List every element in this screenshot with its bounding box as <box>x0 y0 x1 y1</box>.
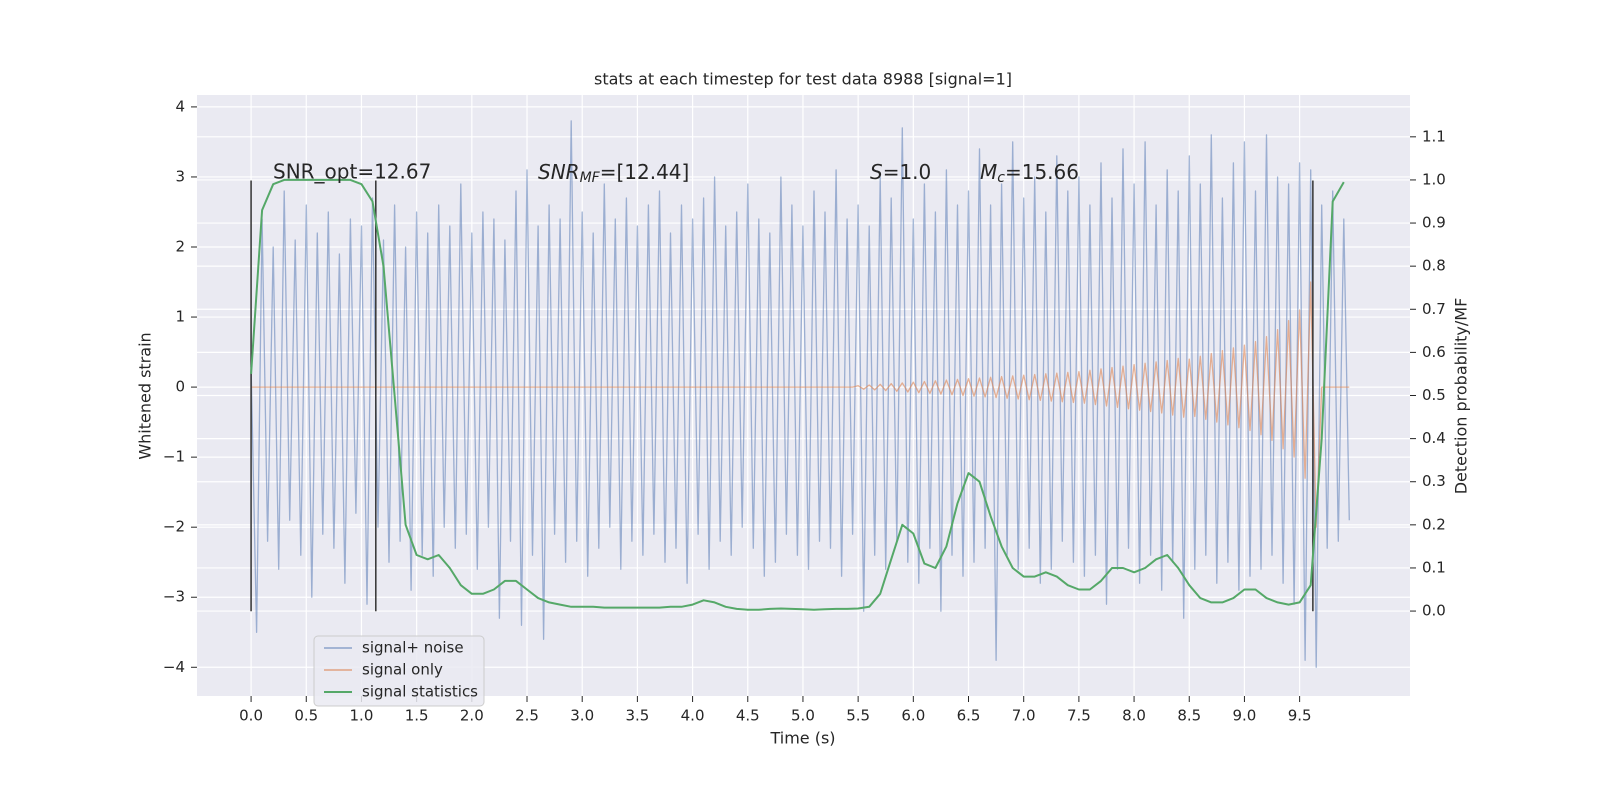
series-line <box>250 120 1350 668</box>
y2-tick-label: 0.5 <box>1422 386 1446 404</box>
legend-label: signal only <box>362 661 443 679</box>
y-tick-label: 1 <box>175 308 185 326</box>
x-tick-label: 4.0 <box>681 707 705 725</box>
y2-tick-label: 0.0 <box>1422 602 1446 620</box>
y-tick-label: 2 <box>175 238 185 256</box>
x-tick-label: 1.0 <box>350 707 374 725</box>
x-tick-label: 6.0 <box>901 707 925 725</box>
x-tick-label: 3.0 <box>570 707 594 725</box>
y2-tick-label: 1.0 <box>1422 170 1446 188</box>
y2-tick-label: 0.2 <box>1422 515 1446 533</box>
y2-tick-label: 0.6 <box>1422 343 1446 361</box>
x-tick-label: 8.0 <box>1122 707 1146 725</box>
x-tick-label: 5.5 <box>846 707 870 725</box>
x-axis-label: Time (s) <box>769 729 835 748</box>
y-tick-label: 4 <box>175 97 185 115</box>
x-tick-label: 6.5 <box>957 707 981 725</box>
annotation-part: SNR <box>538 160 580 184</box>
annotation-sub: MF <box>580 170 601 186</box>
x-tick-label: 9.0 <box>1233 707 1257 725</box>
x-tick-label: 8.5 <box>1177 707 1201 725</box>
annotation: SNRMF=[12.44] <box>538 160 689 187</box>
x-tick-label: 2.0 <box>460 707 484 725</box>
y2-tick-label: 0.3 <box>1422 472 1446 490</box>
annotation-part: S <box>870 160 883 184</box>
x-tick-label: 4.5 <box>736 707 760 725</box>
y2-axis-label: Detection probability/MF <box>1452 298 1471 495</box>
y2-tick-label: 1.1 <box>1422 127 1446 145</box>
y2-tick-label: 0.8 <box>1422 257 1446 275</box>
annotation-sub: c <box>997 170 1005 186</box>
x-tick-label: 7.5 <box>1067 707 1091 725</box>
y-tick-label: −1 <box>163 448 185 466</box>
y-tick-label: −2 <box>163 518 185 536</box>
annotation: S=1.0 <box>870 160 931 184</box>
y-tick-label: −4 <box>163 658 185 676</box>
y2-tick-label: 0.1 <box>1422 558 1446 576</box>
annotation: Mc=15.66 <box>980 160 1079 187</box>
x-tick-label: 1.5 <box>405 707 429 725</box>
annotation-part: M <box>980 160 997 184</box>
y-tick-label: −3 <box>163 588 185 606</box>
x-tick-label: 9.5 <box>1288 707 1312 725</box>
legend-label: signal+ noise <box>362 639 464 657</box>
x-tick-label: 5.0 <box>791 707 815 725</box>
y-tick-label: 3 <box>175 167 185 185</box>
legend-box <box>313 635 485 707</box>
y2-tick-label: 0.7 <box>1422 300 1446 318</box>
legend-label: signal statistics <box>362 683 478 701</box>
chart-title: stats at each timestep for test data 898… <box>594 70 1012 89</box>
annotation-part: =1.0 <box>883 160 932 184</box>
y2-tick-label: 0.4 <box>1422 429 1446 447</box>
y-tick-label: 0 <box>175 378 185 396</box>
x-tick-label: 0.5 <box>294 707 318 725</box>
series-line <box>251 281 1350 528</box>
x-tick-label: 7.0 <box>1012 707 1036 725</box>
y2-tick-label: 0.9 <box>1422 214 1446 232</box>
x-tick-label: 2.5 <box>515 707 539 725</box>
annotation: SNR_opt=12.67 <box>273 160 431 184</box>
x-tick-label: 0.0 <box>239 707 263 725</box>
annotation-part: =[12.44] <box>600 160 690 184</box>
legend: signal+ noise signal only signal statistic… <box>313 635 485 707</box>
y-axis-label: Whitened strain <box>136 332 155 459</box>
series-line <box>250 178 1345 611</box>
x-tick-label: 3.5 <box>625 707 649 725</box>
annotation-part: =15.66 <box>1005 160 1079 184</box>
